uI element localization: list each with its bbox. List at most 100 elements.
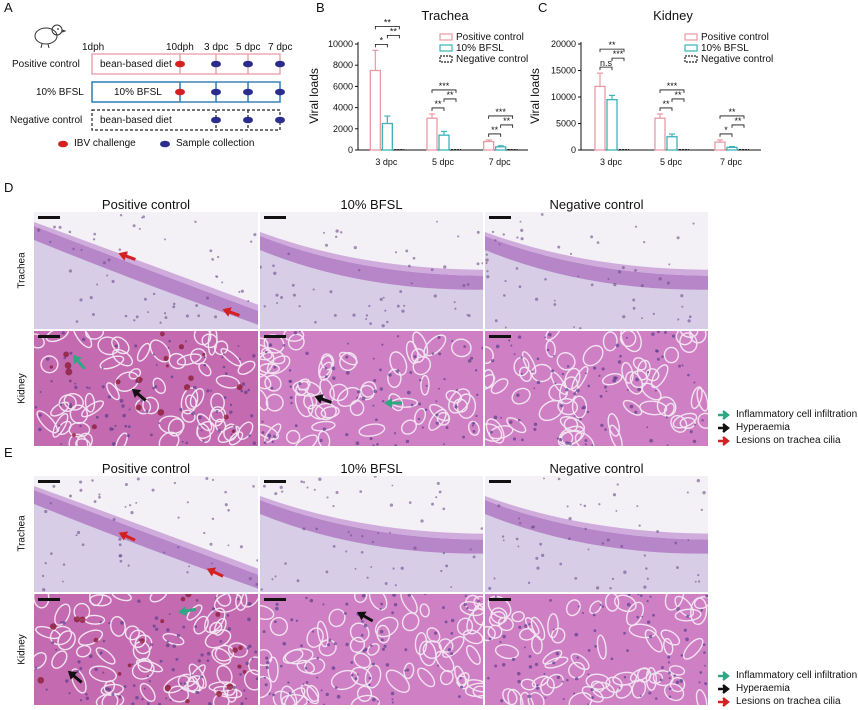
nucleus	[676, 236, 680, 240]
tubule	[51, 650, 68, 669]
nucleus	[52, 484, 56, 488]
nucleus	[247, 617, 251, 622]
nucleus	[368, 304, 371, 308]
nucleus	[486, 270, 489, 273]
nucleus	[470, 356, 474, 360]
tubule	[77, 629, 104, 646]
nucleus	[440, 569, 443, 573]
nucleus	[79, 666, 83, 670]
nucleus	[485, 253, 488, 256]
significance-label: *	[380, 35, 384, 45]
legend-label: 10% BFSL	[456, 43, 504, 54]
tubule	[111, 594, 132, 602]
tubule	[435, 650, 455, 673]
y-tick-label: 8000	[333, 60, 353, 70]
tubule	[85, 331, 105, 340]
red-arrow-icon	[222, 307, 240, 317]
y-tick-label: 20000	[551, 39, 576, 49]
nucleus	[476, 262, 480, 266]
tubule	[45, 331, 69, 343]
nucleus	[34, 666, 38, 670]
nucleus	[98, 493, 101, 496]
nucleus	[584, 439, 588, 442]
nucleus	[268, 343, 273, 347]
nucleus	[419, 379, 422, 382]
tubule	[695, 689, 708, 705]
tubule	[329, 383, 349, 402]
nucleus	[462, 435, 465, 439]
nucleus	[292, 293, 296, 297]
nucleus	[288, 379, 293, 383]
tubule	[401, 612, 420, 632]
nucleus	[240, 389, 244, 393]
nucleus	[527, 694, 532, 699]
nucleus	[206, 651, 211, 656]
nucleus	[214, 315, 218, 319]
nucleus	[579, 503, 582, 506]
tubule	[400, 419, 417, 435]
nucleus	[476, 230, 480, 234]
nucleus	[69, 351, 73, 355]
blood-cell	[215, 611, 221, 617]
trachea-micrograph	[260, 476, 483, 592]
nucleus	[318, 477, 322, 481]
nucleus	[702, 491, 706, 495]
nucleus	[444, 620, 448, 624]
nucleus	[131, 663, 134, 666]
nucleus	[678, 364, 681, 368]
significance-bracket	[431, 107, 445, 111]
nucleus	[442, 507, 446, 511]
y-axis-label: Viral loads	[528, 68, 542, 124]
nucleus	[582, 611, 585, 615]
tubule	[208, 408, 225, 427]
nucleus	[413, 546, 417, 550]
tubule	[490, 607, 508, 625]
legend-sample-collection: Sample collection	[176, 138, 255, 149]
nucleus	[607, 277, 610, 280]
nucleus	[443, 378, 446, 381]
nucleus	[272, 264, 275, 268]
nucleus	[649, 438, 653, 443]
tubule	[456, 672, 470, 687]
tubule	[490, 378, 509, 395]
tubule	[189, 348, 207, 365]
nucleus	[673, 674, 676, 677]
nucleus	[102, 671, 105, 674]
nucleus	[192, 385, 197, 390]
nucleus	[105, 686, 109, 691]
tubule	[214, 644, 235, 662]
timepoint-label-4: 5 dpc	[236, 42, 261, 53]
nucleus	[81, 337, 86, 342]
nucleus	[407, 594, 412, 597]
nucleus	[396, 369, 400, 373]
nucleus	[198, 415, 202, 420]
nucleus	[568, 537, 571, 541]
nucleus	[239, 673, 242, 676]
nucleus	[646, 600, 649, 603]
nucleus	[324, 366, 328, 370]
nucleus	[404, 669, 407, 672]
nucleus	[560, 404, 564, 408]
nucleus	[102, 639, 106, 643]
tubule	[306, 684, 320, 702]
nucleus	[172, 302, 176, 306]
panel-label-d: D	[4, 180, 14, 195]
tubule	[176, 353, 202, 366]
nucleus	[581, 407, 584, 410]
scale-bar	[264, 335, 286, 338]
scale-bar	[264, 598, 286, 601]
nucleus	[264, 683, 268, 687]
tubule	[213, 617, 227, 636]
nucleus	[289, 396, 293, 400]
nucleus	[237, 345, 240, 348]
nucleus	[246, 647, 249, 650]
tubule	[413, 407, 427, 425]
nucleus	[93, 232, 97, 236]
nucleus	[577, 275, 580, 278]
tubule	[632, 357, 647, 371]
tubule	[267, 656, 279, 683]
blood-cell	[93, 637, 99, 643]
nucleus	[424, 594, 427, 596]
nucleus	[599, 603, 602, 607]
nucleus	[57, 431, 60, 434]
